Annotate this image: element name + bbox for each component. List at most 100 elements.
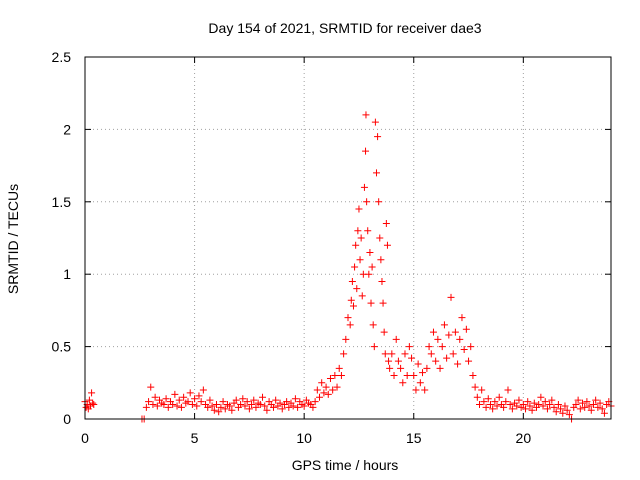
data-point xyxy=(574,396,582,404)
data-point xyxy=(480,398,488,406)
data-point xyxy=(410,372,418,380)
data-point xyxy=(506,401,514,409)
data-point xyxy=(392,335,400,343)
data-point xyxy=(596,399,604,407)
data-point xyxy=(283,398,291,406)
data-point xyxy=(519,401,527,409)
data-point xyxy=(173,402,181,410)
data-point xyxy=(239,395,247,403)
y-tick-label: 2.5 xyxy=(52,49,72,65)
y-tick-label: 0.5 xyxy=(52,339,72,355)
data-point xyxy=(329,386,337,394)
data-point xyxy=(355,205,363,213)
data-point xyxy=(294,403,302,411)
data-point xyxy=(598,405,606,413)
data-point xyxy=(186,389,194,397)
data-point xyxy=(272,396,280,404)
data-point xyxy=(447,293,455,301)
data-point xyxy=(259,393,267,401)
data-point xyxy=(378,277,386,285)
data-point xyxy=(482,403,490,411)
data-point xyxy=(376,234,384,242)
data-point xyxy=(313,386,321,394)
data-point xyxy=(550,403,558,411)
data-point xyxy=(579,399,587,407)
data-point xyxy=(585,402,593,410)
data-point xyxy=(526,402,534,410)
data-point xyxy=(449,350,457,358)
data-point xyxy=(530,399,538,407)
data-point xyxy=(524,398,532,406)
data-point xyxy=(142,403,150,411)
data-point xyxy=(557,405,565,413)
x-tick-label: 20 xyxy=(516,430,532,446)
data-point xyxy=(502,398,510,406)
data-point xyxy=(443,354,451,362)
data-point xyxy=(191,395,199,403)
data-point xyxy=(285,403,293,411)
data-point xyxy=(592,396,600,404)
data-point xyxy=(318,379,326,387)
data-point xyxy=(171,390,179,398)
data-point xyxy=(369,321,377,329)
data-point xyxy=(414,360,422,368)
data-point xyxy=(331,372,339,380)
y-tick-label: 0 xyxy=(63,411,71,427)
x-axis-label: GPS time / hours xyxy=(292,457,399,473)
data-point xyxy=(362,147,370,155)
data-point xyxy=(250,396,258,404)
data-point xyxy=(162,395,170,403)
data-point xyxy=(565,411,573,419)
data-point xyxy=(375,198,383,206)
data-point xyxy=(438,343,446,351)
data-point xyxy=(504,386,512,394)
data-point xyxy=(145,398,153,406)
data-point xyxy=(460,345,468,353)
data-point xyxy=(386,364,394,372)
y-tick-label: 2 xyxy=(63,121,71,137)
data-point xyxy=(221,405,229,413)
data-point xyxy=(405,343,413,351)
data-point xyxy=(541,398,549,406)
data-point xyxy=(371,118,379,126)
data-point xyxy=(486,401,494,409)
data-point xyxy=(429,328,437,336)
data-point xyxy=(493,402,501,410)
data-point xyxy=(587,406,595,414)
data-point xyxy=(495,393,503,401)
data-point xyxy=(456,335,464,343)
data-point xyxy=(333,383,341,391)
data-point xyxy=(489,405,497,413)
y-tick-label: 1 xyxy=(63,266,71,282)
chart-title: Day 154 of 2021, SRMTID for receiver dae… xyxy=(208,20,481,36)
data-point xyxy=(546,401,554,409)
data-point xyxy=(352,241,360,249)
data-point xyxy=(382,220,390,228)
data-point xyxy=(368,263,376,271)
data-point xyxy=(366,248,374,256)
data-point xyxy=(432,357,440,365)
data-point xyxy=(548,396,556,404)
data-point xyxy=(213,401,220,409)
data-point xyxy=(365,270,373,278)
data-point xyxy=(335,364,343,372)
x-tick-label: 0 xyxy=(81,430,89,446)
data-point xyxy=(353,285,361,293)
data-point xyxy=(500,403,508,411)
y-axis-label: SRMTID / TECUs xyxy=(5,184,21,294)
data-point xyxy=(471,383,479,391)
data-point xyxy=(473,393,481,401)
data-point xyxy=(215,408,223,416)
data-point xyxy=(403,372,411,380)
data-point xyxy=(388,350,396,358)
data-point xyxy=(160,401,168,409)
x-tick-label: 10 xyxy=(296,430,312,446)
data-point xyxy=(188,401,196,409)
data-point xyxy=(342,335,350,343)
data-point xyxy=(425,343,433,351)
data-point xyxy=(177,403,185,411)
data-point xyxy=(248,401,256,409)
data-point xyxy=(367,299,375,307)
data-point xyxy=(311,398,319,406)
data-point xyxy=(320,389,328,397)
